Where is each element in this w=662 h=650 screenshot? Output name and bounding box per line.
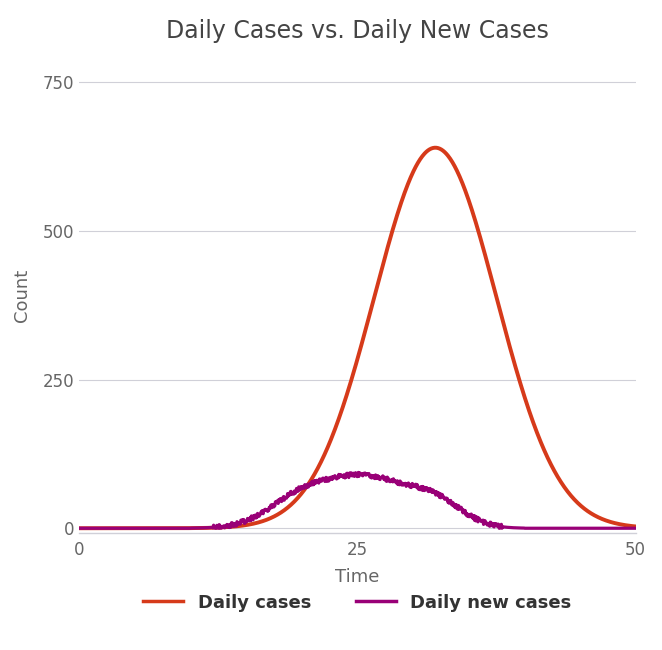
Y-axis label: Count: Count (13, 269, 31, 322)
X-axis label: Time: Time (335, 567, 380, 586)
Legend: Daily cases, Daily new cases: Daily cases, Daily new cases (136, 586, 579, 619)
Title: Daily Cases vs. Daily New Cases: Daily Cases vs. Daily New Cases (166, 19, 549, 43)
